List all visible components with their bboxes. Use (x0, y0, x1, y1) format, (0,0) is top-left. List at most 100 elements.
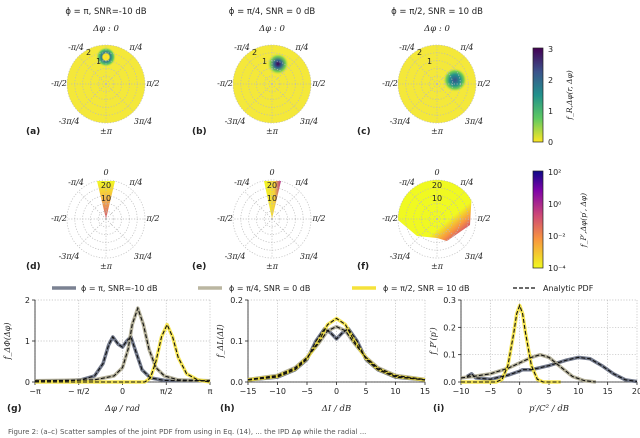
radial-label: 2 (417, 48, 422, 57)
angle-label-l: -π/2 (51, 214, 67, 223)
angle-label-bl: -3π/4 (59, 252, 80, 261)
x-tick-label: 10 (390, 387, 400, 396)
angle-label-top: 0 (434, 168, 439, 177)
polar-grid-spoke (244, 56, 273, 85)
polar-grid-spoke (409, 191, 438, 220)
polar-grid-ring (232, 179, 312, 259)
colorbar-2-gradient (532, 170, 544, 269)
x-tick-label: 15 (603, 387, 613, 396)
x-tick-label: 5 (546, 387, 551, 396)
panel-label: (f) (357, 262, 369, 272)
legend-entry-3: ϕ = π/2, SNR = 10 dB (383, 284, 469, 293)
panel-label: (a) (26, 127, 40, 137)
angle-label-r: π/2 (476, 79, 490, 88)
analytic-pdf-line (34, 306, 211, 382)
polar-plot-c: -π/4 π/4 -π/2 π/2 -3π/4 3π/4 ±π 12 (c) (357, 43, 491, 137)
angle-label-tl: -π/4 (68, 43, 84, 52)
polar-grid-ring (263, 210, 281, 228)
polar-grid-ring (397, 179, 477, 259)
angle-label-br: 3π/4 (300, 252, 318, 261)
angle-label-r: π/2 (311, 214, 325, 223)
polar-grid-spoke (244, 191, 273, 220)
colorbar-2-tick: 10² (548, 168, 561, 177)
colorbar-2-tick: 10⁻⁴ (548, 264, 566, 273)
angle-label-bottom: ±π (266, 127, 279, 136)
colorbar-2-label: f_P′,Δφ(p′, Δφ) (579, 193, 588, 248)
polar-grid-spoke (409, 56, 438, 85)
angle-label-tr: π/4 (294, 43, 308, 52)
polar-grid-spoke (271, 191, 300, 220)
panel-label: (b) (192, 127, 207, 137)
row1-subtitle-3: Δφ : 0 (423, 24, 450, 34)
colorbar-1-gradient (532, 47, 544, 143)
x-tick-label: 0 (120, 387, 125, 396)
density-wedge (97, 181, 115, 219)
x-tick-label: π (208, 387, 213, 396)
density-peak (267, 53, 289, 75)
radial-label: 2 (86, 48, 91, 57)
radial-label: 2 (252, 48, 257, 57)
colorbar-2-tick: 10⁰ (548, 200, 561, 209)
panel-label: (e) (192, 262, 206, 272)
panel-label: (d) (26, 262, 41, 272)
series-line-yellow (461, 303, 561, 384)
x-tick-label: −10 (269, 387, 286, 396)
radial-label: 20 (101, 181, 111, 190)
polar-grid-spoke (105, 83, 134, 112)
polar-grid-ring (97, 75, 115, 93)
chart-h: −15 −10 −5 0 5 10 15 0.0 0.1 0.2 ΔI / dB f_ΔL(ΔI) (h… (216, 296, 430, 414)
x-tick-label: 10 (573, 387, 583, 396)
polar-grid-ring (428, 210, 446, 228)
colorbar-1-tick: 0 (548, 138, 553, 147)
angle-label-r: π/2 (145, 214, 159, 223)
polar-grid-spoke (409, 218, 438, 247)
polar-grid-spoke (271, 83, 300, 112)
y-axis-label: f_ΔL(ΔI) (216, 324, 225, 358)
polar-grid-spoke (271, 218, 300, 247)
y-tick-label: 0.0 (443, 378, 456, 387)
x-tick-label: −15 (240, 387, 257, 396)
polar-grid-spoke (78, 218, 107, 247)
polar-grid-spoke (105, 218, 134, 247)
y-axis-label: f_ΔΦ(Δφ) (3, 323, 12, 361)
polar-grid-ring (232, 44, 312, 124)
angle-label-br: 3π/4 (465, 252, 483, 261)
polar-grid-spoke (436, 218, 465, 247)
angle-label-tr: π/4 (294, 178, 308, 187)
x-tick-label: 15 (420, 387, 430, 396)
polar-grid-spoke (436, 191, 465, 220)
polar-grid-ring (421, 68, 453, 100)
x-axis-label: p′/C² / dB (529, 404, 569, 414)
row1-subtitle-1: Δφ : 0 (92, 24, 119, 34)
polar-grid-spoke (436, 56, 465, 85)
polar-grid-ring (66, 179, 146, 259)
polar-grid-spoke (78, 191, 107, 220)
polar-plot-e: -π/4 π/4 -π/2 π/2 -3π/4 3π/4 ±π 0 10 20 (e) (192, 168, 326, 272)
y-tick-label: 1 (25, 337, 30, 346)
panel-label: (g) (7, 404, 22, 414)
x-tick-label: −5 (301, 387, 313, 396)
polar-grid-spoke (436, 83, 465, 112)
x-tick-label: π/2 (160, 387, 173, 396)
angle-label-tl: -π/4 (399, 43, 415, 52)
y-axis-label: f_P′(p′) (429, 327, 438, 355)
angle-label-bottom: ±π (100, 262, 113, 271)
column-title-3: ϕ = π/2, SNR = 10 dB (391, 7, 483, 17)
angle-label-tr: π/4 (128, 43, 142, 52)
radial-label: 20 (267, 181, 277, 190)
radial-label: 1 (427, 57, 432, 66)
x-tick-label: − π/2 (68, 387, 90, 396)
angle-label-br: 3π/4 (465, 117, 483, 126)
analytic-pdf-line (35, 323, 211, 383)
x-tick-label: −π (29, 387, 41, 396)
x-tick-label: 20 (632, 387, 640, 396)
angle-label-r: π/2 (311, 79, 325, 88)
angle-label-tr: π/4 (459, 178, 473, 187)
angle-label-bl: -3π/4 (225, 252, 246, 261)
radial-label: 1 (262, 57, 267, 66)
polar-grid-ring (397, 44, 477, 124)
angle-label-tl: -π/4 (399, 178, 415, 187)
angle-label-tl: -π/4 (234, 178, 250, 187)
angle-label-tr: π/4 (128, 178, 142, 187)
angle-label-tl: -π/4 (234, 43, 250, 52)
